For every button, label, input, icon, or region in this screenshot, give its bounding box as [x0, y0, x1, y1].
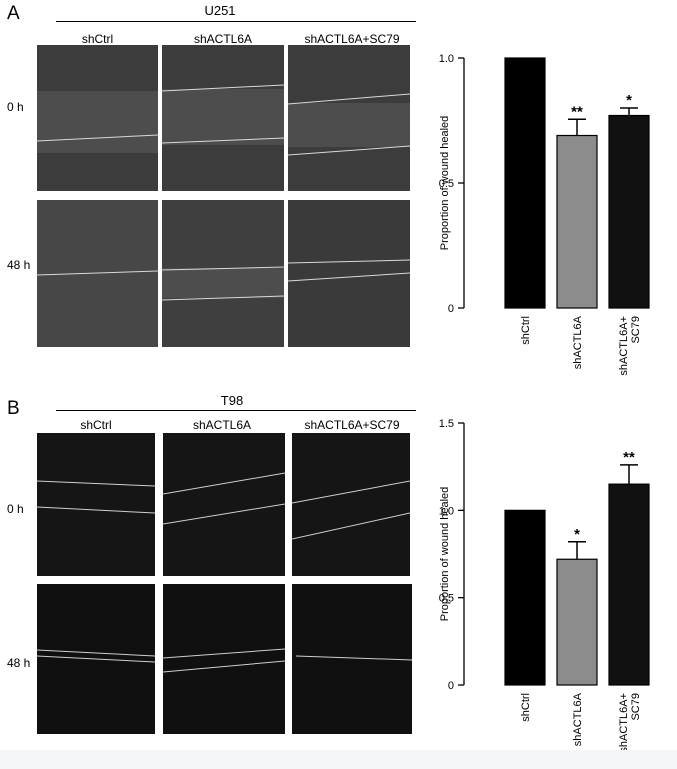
- micrograph-u251-shctrl-48h: [37, 200, 158, 347]
- micrograph-u251-sc79-0h: [288, 45, 410, 191]
- y-tick-label: 1.5: [439, 418, 454, 430]
- micrograph-u251-shactl6a-48h: [162, 200, 284, 347]
- row-label-48h-b: 48 h: [7, 656, 31, 670]
- significance-label-1: *: [574, 526, 580, 543]
- bar-chart-u251: Proportion of wound healed 0 0.5 1.0 shCtrl *…: [439, 53, 650, 376]
- y-tick-label: 0: [448, 680, 454, 692]
- micrograph-t98-shctrl-0h: [37, 433, 155, 576]
- micrograph-u251-sc79-48h: [288, 200, 410, 347]
- column-label-shactl6a-sc79-a: shACTL6A+SC79: [304, 32, 400, 46]
- micrograph-u251-shactl6a-0h: [162, 45, 284, 191]
- y-tick-label: 0.5: [439, 593, 454, 605]
- bar-chart-t98: Proportion of wound healed 0 0.5 1.0 1.5 shCt…: [439, 418, 650, 753]
- micrograph-t98-shactl6a-48h: [163, 584, 285, 734]
- category-label-2: shACTL6A+SC79: [618, 693, 642, 753]
- row-label-48h-a: 48 h: [7, 258, 31, 272]
- header-rule-a: [56, 21, 416, 22]
- significance-label-2: **: [623, 449, 635, 466]
- y-tick-label: 0: [448, 303, 454, 315]
- category-label-0: shCtrl: [520, 316, 532, 345]
- bar-0: [504, 57, 546, 309]
- bar-0: [504, 509, 546, 686]
- column-label-shctrl-a: shCtrl: [81, 32, 114, 46]
- cell-line-label-u251: U251: [204, 3, 236, 18]
- y-tick-label: 1.0: [439, 505, 454, 517]
- row-label-0h-a: 0 h: [7, 100, 24, 114]
- category-label-1: shACTL6A: [572, 315, 584, 369]
- y-tick-label: 0.5: [439, 178, 454, 190]
- category-label-1: shACTL6A: [572, 692, 584, 746]
- bar-2: [608, 483, 650, 686]
- column-label-shactl6a-sc79-b: shACTL6A+SC79: [304, 418, 400, 432]
- panel-letter-a: A: [7, 3, 20, 24]
- bar-1: [556, 134, 598, 309]
- category-label-0: shCtrl: [520, 693, 532, 722]
- panel-letter-b: B: [7, 398, 20, 419]
- significance-label-2: *: [626, 92, 632, 109]
- micrograph-t98-sc79-48h: [292, 584, 412, 734]
- bar-2: [608, 114, 650, 309]
- footer-band: [0, 750, 677, 769]
- column-label-shctrl-b: shCtrl: [80, 418, 112, 432]
- row-label-0h-b: 0 h: [7, 502, 24, 516]
- header-rule-b: [56, 410, 416, 411]
- micrograph-t98-shctrl-48h: [37, 584, 155, 734]
- y-axis-label: Proportion of wound healed: [439, 116, 451, 251]
- y-tick-label: 1.0: [439, 53, 454, 65]
- category-label-2: shACTL6A+SC79: [618, 316, 642, 376]
- bar-1: [556, 558, 598, 686]
- significance-label-1: **: [571, 103, 583, 120]
- micrograph-t98-sc79-0h: [292, 433, 410, 576]
- micrograph-u251-shctrl-0h: [37, 45, 158, 191]
- column-label-shactl6a-a: shACTL6A: [193, 32, 253, 46]
- column-label-shactl6a-b: shACTL6A: [192, 418, 252, 432]
- y-axis-label: Proportion of wound healed: [439, 487, 451, 622]
- cell-line-label-t98: T98: [220, 393, 244, 408]
- micrograph-t98-shactl6a-0h: [163, 433, 285, 576]
